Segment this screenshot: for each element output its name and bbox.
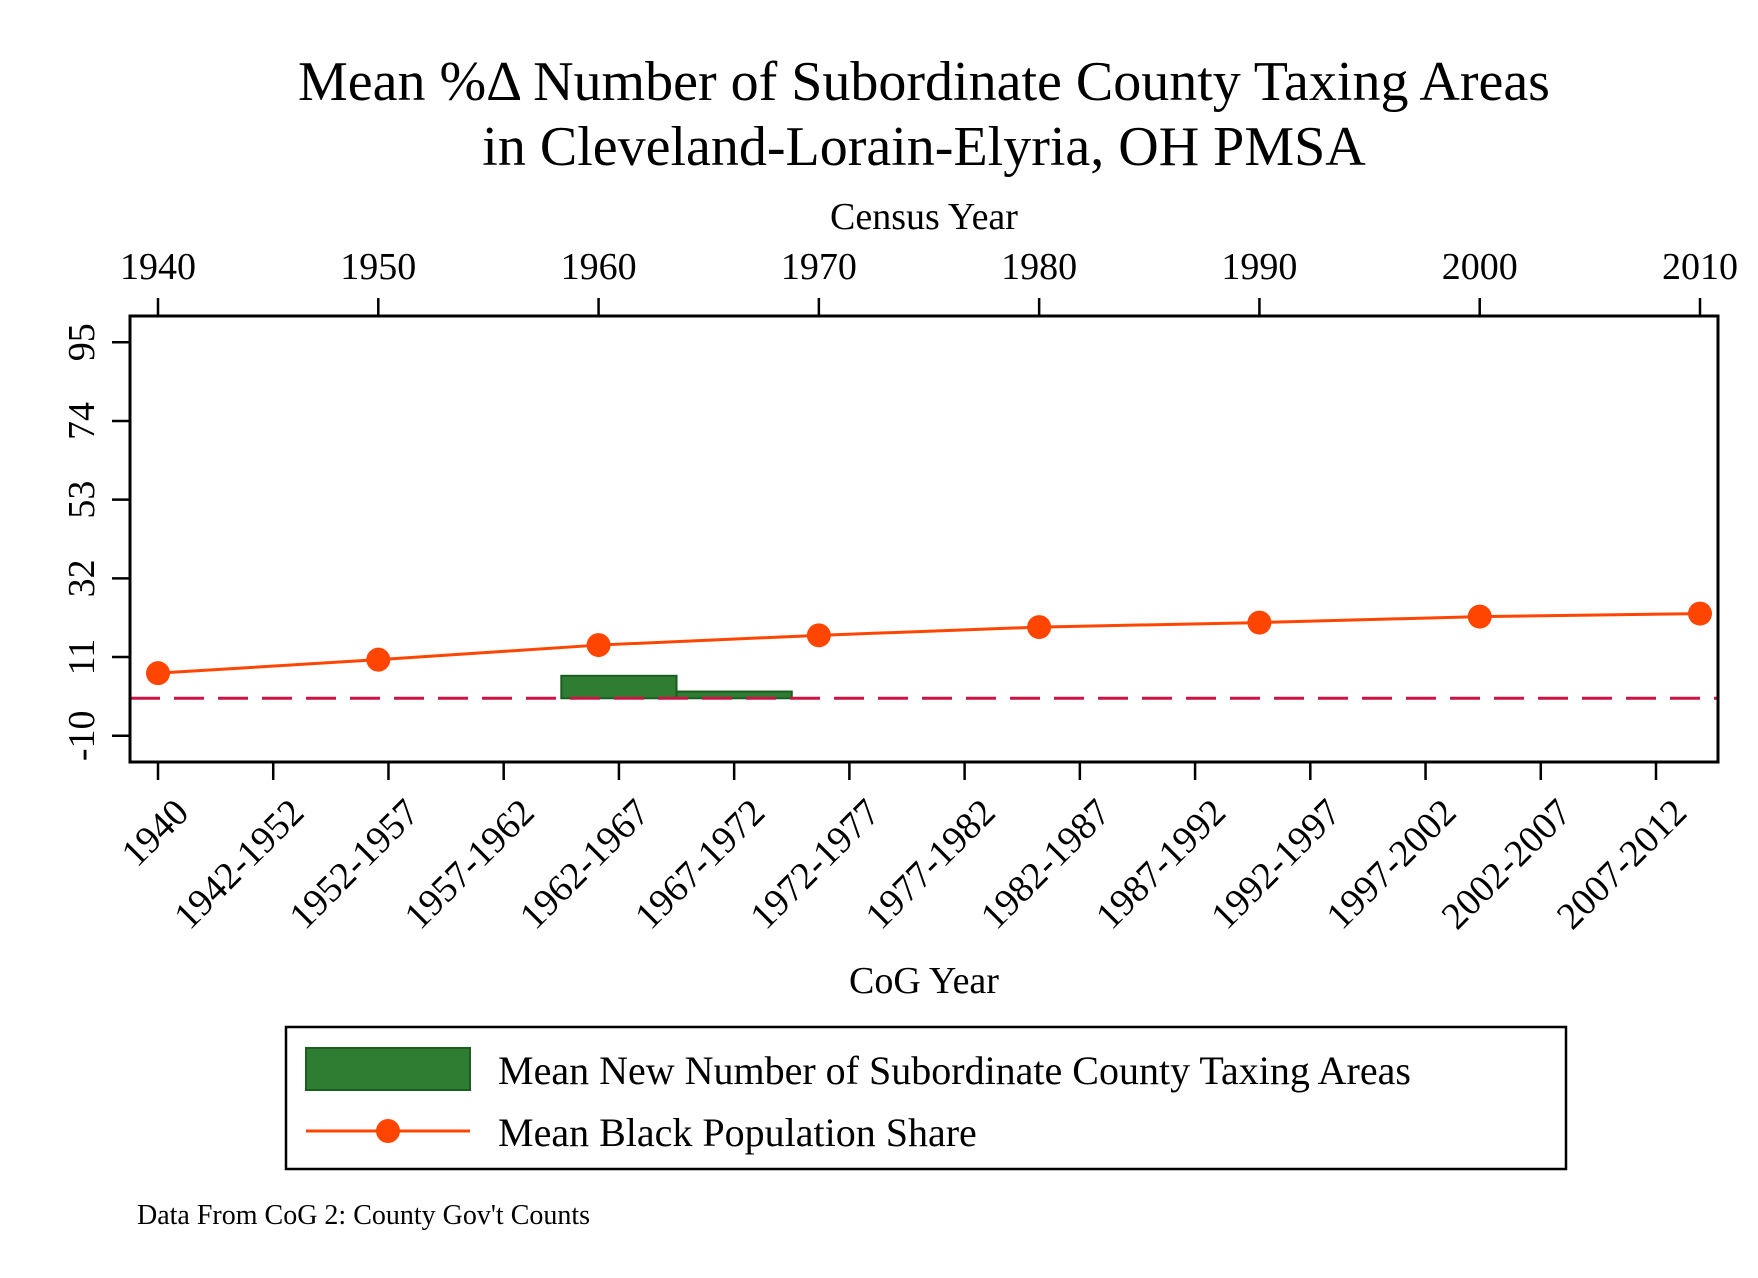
top-axis-tick-label: 1940 [120,246,196,288]
top-axis-tick-label: 1960 [561,246,637,288]
legend: Mean New Number of Subordinate County Ta… [284,1025,1568,1171]
y-axis: -10 11 32 53 74 95 [61,323,130,761]
chart-title: Mean %Δ Number of Subordinate County Tax… [298,51,1550,178]
y-axis-tick-label: 74 [61,402,103,440]
y-axis-tick-label: 32 [61,559,103,597]
top-axis-tick-label: 2000 [1442,246,1518,288]
legend-bar-label: Mean New Number of Subordinate County Ta… [498,1048,1411,1093]
chart-title-line-2: in Cleveland-Lorain-Elyria, OH PMSA [482,116,1366,178]
y-axis-tick-label: 53 [61,481,103,519]
y-axis-tick-label: 11 [61,639,103,676]
line-point [1247,610,1272,635]
top-axis-title: Census Year [830,196,1018,238]
bottom-axis-title: CoG Year [849,960,999,1002]
y-axis-tick-label: 95 [61,323,103,361]
line-point [1688,601,1712,626]
top-axis-tick-label: 1980 [1001,246,1077,288]
line-point [1467,604,1492,629]
chart-title-line-1: Mean %Δ Number of Subordinate County Tax… [298,51,1550,113]
bottom-axis: 19401942-19521952-19571957-19621962-1967… [114,762,1695,937]
bar [675,690,793,700]
line-point [1027,615,1052,640]
line-point [586,633,611,658]
top-axis-tick-label: 1990 [1221,246,1297,288]
top-axis-tick-label: 2010 [1662,246,1738,288]
black-share-line [157,612,1701,675]
source-note: Data From CoG 2: County Gov't Counts [137,1200,590,1231]
legend-line-label: Mean Black Population Share [498,1110,977,1155]
top-axis-tick-label: 1970 [781,246,857,288]
plot-area [130,601,1718,700]
top-axis-tick-label: 1950 [340,246,416,288]
y-axis-tick-label: -10 [61,710,103,761]
legend-bar-swatch [305,1047,471,1091]
bar [560,674,678,700]
legend-line-marker [376,1119,400,1143]
line-point [806,623,831,648]
line-point [146,661,170,686]
plot-frame [128,314,1720,764]
legend-box [284,1025,1568,1171]
bottom-axis-tick-label: 1940 [114,791,197,874]
line-point [366,647,391,672]
top-axis: 1940 1950 1960 1970 1980 1990 2000 2010 [120,246,1738,316]
